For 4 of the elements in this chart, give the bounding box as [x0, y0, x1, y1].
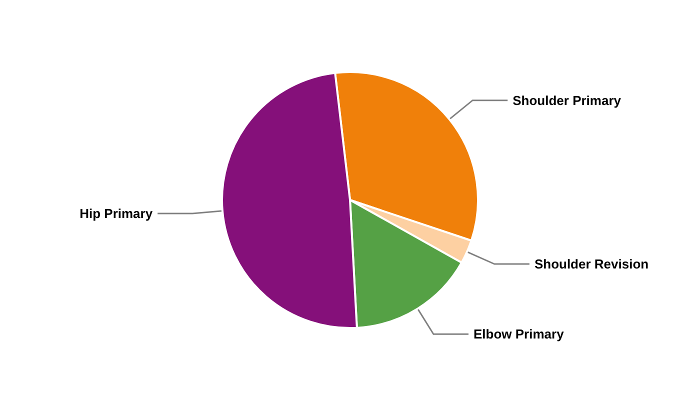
slice-label: Shoulder Revision — [534, 256, 649, 272]
slice-label: Elbow Primary — [473, 326, 565, 342]
slice-label: Hip Primary — [80, 206, 154, 221]
slice-label: Shoulder Primary — [512, 92, 622, 108]
